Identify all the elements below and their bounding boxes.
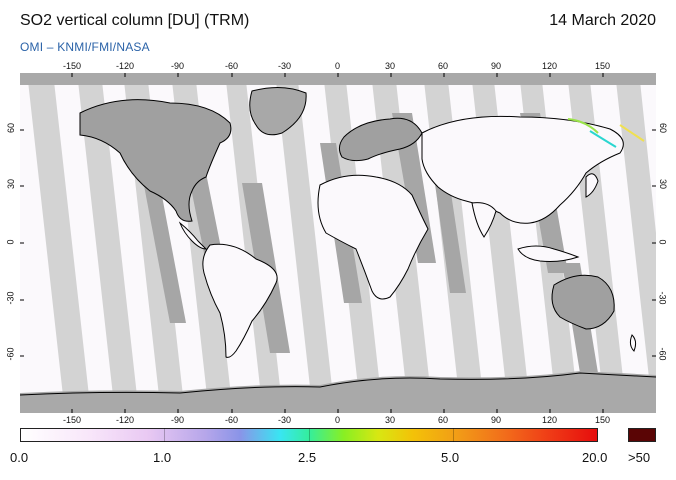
lat-label-right: -30 <box>657 291 668 305</box>
south-america-outline <box>202 243 278 358</box>
antarctica-outline <box>20 372 656 396</box>
colorbar-label: 0.0 <box>10 450 29 465</box>
lat-label-left: -60 <box>5 347 16 361</box>
lon-label-bottom: -60 <box>225 415 239 425</box>
lon-label-bottom: 30 <box>385 415 396 425</box>
lat-labels-left: 60 30 0 -30 -60 <box>6 73 18 413</box>
lon-label-top: -30 <box>278 61 292 71</box>
india-outline <box>471 202 497 238</box>
chart-date: 14 March 2020 <box>549 12 656 29</box>
lat-label-left: 0 <box>5 239 16 245</box>
africa-outline <box>317 174 429 300</box>
lon-label-top: 0 <box>335 61 341 71</box>
colorbar-over-label: >50 <box>628 450 651 465</box>
lon-label-top: -60 <box>225 61 239 71</box>
lon-label-bottom: -90 <box>171 415 185 425</box>
so2-map: -150 -120 -90 -60 -30 0 30 60 90 120 150… <box>6 61 669 425</box>
lon-label-bottom: -150 <box>63 415 82 425</box>
kamchatka-plume-2 <box>589 130 617 148</box>
so2-plumes <box>567 118 645 148</box>
lat-label-right: -60 <box>657 347 668 361</box>
lon-label-top: 60 <box>438 61 449 71</box>
lon-label-top: 150 <box>595 61 611 71</box>
lon-label-top: 120 <box>542 61 558 71</box>
lon-label-top: 90 <box>491 61 502 71</box>
data-credit: OMI – KNMI/FMI/NASA <box>20 40 150 54</box>
coastlines <box>20 87 656 396</box>
central-america-outline <box>178 221 208 250</box>
aleutian-plume <box>619 124 645 142</box>
kamchatka-plume <box>567 118 599 134</box>
lon-label-top: 30 <box>385 61 396 71</box>
graticule-ticks <box>20 73 656 413</box>
new-zealand-outline <box>629 334 637 352</box>
colorbar-label: 20.0 <box>582 450 608 465</box>
lon-labels-top: -150 -120 -90 -60 -30 0 30 60 90 120 150 <box>20 61 656 71</box>
lon-label-top: -150 <box>63 61 82 71</box>
europe-outline <box>338 117 423 162</box>
lat-label-left: -30 <box>5 291 16 305</box>
lat-labels-right: 60 30 0 -30 -60 <box>658 73 670 413</box>
asia-outline <box>421 115 624 224</box>
indonesia-outline <box>517 245 580 262</box>
colorbar-label: 5.0 <box>441 450 460 465</box>
colorbar-label: 1.0 <box>153 450 172 465</box>
lon-labels-bottom: -150 -120 -90 -60 -30 0 30 60 90 120 150 <box>20 415 656 425</box>
lat-label-left: 60 <box>6 122 17 134</box>
south-polar-missing <box>20 371 656 413</box>
lat-label-right: 60 <box>658 122 669 134</box>
lon-label-bottom: -120 <box>116 415 135 425</box>
chart-title: SO2 vertical column [DU] (TRM) <box>20 12 250 29</box>
lon-label-bottom: 150 <box>595 415 611 425</box>
lat-label-left: 30 <box>6 178 17 190</box>
lon-label-bottom: 60 <box>438 415 449 425</box>
lat-label-right: 30 <box>658 178 669 190</box>
lon-label-top: -120 <box>116 61 135 71</box>
colorbar-label: 2.5 <box>298 450 317 465</box>
colorbar-ticks <box>20 428 598 442</box>
lon-label-bottom: 90 <box>491 415 502 425</box>
australia-outline <box>551 274 615 330</box>
colorbar <box>20 428 598 442</box>
lon-label-top: -90 <box>171 61 185 71</box>
colorbar-over-swatch <box>628 428 656 442</box>
lon-label-bottom: 120 <box>542 415 558 425</box>
greenland-outline <box>249 87 307 136</box>
lon-label-bottom: 0 <box>335 415 341 425</box>
north-america-outline <box>79 99 232 222</box>
lon-label-bottom: -30 <box>278 415 292 425</box>
lat-label-right: 0 <box>657 239 668 245</box>
japan-outline <box>585 173 599 198</box>
